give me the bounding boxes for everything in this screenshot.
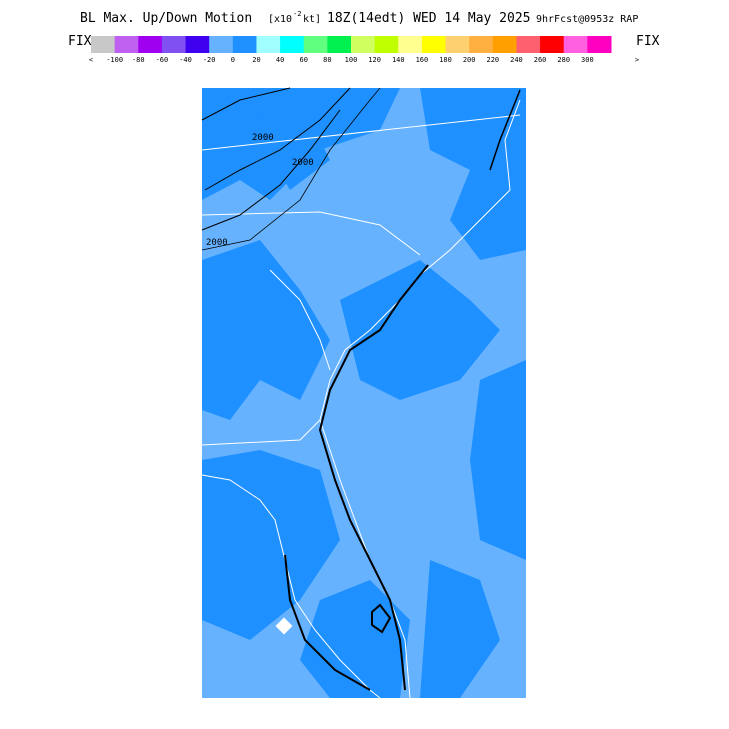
contours — [201, 87, 521, 691]
legend-swatch — [161, 36, 187, 53]
legend-left: FIX — [68, 34, 92, 49]
legend-swatch — [398, 36, 423, 53]
legend-swatch — [540, 36, 565, 53]
legend-swatch — [138, 36, 163, 53]
legend-label: 260 — [534, 56, 547, 64]
legend-label: -60 — [156, 56, 169, 64]
legend-swatch — [445, 36, 470, 53]
legend-label: -80 — [132, 56, 145, 64]
legend-swatch — [563, 36, 588, 53]
legend-label: < — [89, 56, 93, 64]
legend-label: 120 — [368, 56, 381, 64]
legend-right: FIX — [636, 34, 660, 49]
unit: kt] — [303, 14, 321, 25]
legend-swatch — [421, 36, 447, 53]
contour-label: 2000 — [206, 238, 228, 248]
legend-swatch — [91, 36, 116, 53]
legend-swatch — [374, 36, 399, 53]
legend-swatch — [587, 36, 612, 53]
legend-label: 160 — [416, 56, 429, 64]
legend-label: 180 — [439, 56, 452, 64]
map: 2000 2000 2000 — [201, 87, 526, 699]
legend-swatch — [469, 36, 494, 53]
legend-label: 140 — [392, 56, 405, 64]
legend-swatch — [114, 36, 139, 53]
legend-label: 40 — [276, 56, 284, 64]
legend-swatch — [516, 36, 541, 53]
legend-label: 240 — [510, 56, 523, 64]
unit-exponent: -2 — [293, 10, 301, 18]
legend-label: > — [635, 56, 639, 64]
legend-swatch — [280, 36, 305, 53]
legend-swatch — [232, 36, 257, 53]
legend-label: 200 — [463, 56, 476, 64]
legend-swatch — [303, 36, 328, 53]
legend-label: 220 — [486, 56, 499, 64]
legend-label: 0 — [231, 56, 235, 64]
legend-swatch — [327, 36, 352, 53]
legend-label: -40 — [179, 56, 192, 64]
unit: [x10 — [268, 14, 292, 25]
legend-label: 100 — [345, 56, 358, 64]
legend-label: -100 — [106, 56, 123, 64]
legend-swatch — [185, 36, 210, 53]
legend-label: -20 — [203, 56, 216, 64]
contour-label: 2000 — [292, 158, 314, 168]
legend-swatch — [351, 36, 376, 53]
contour-labels: 2000 2000 2000 — [206, 133, 314, 248]
marker — [275, 617, 293, 635]
forecast: 9hrFcst@0953z RAP — [536, 14, 638, 25]
title: BL Max. Up/Down Motion — [80, 11, 252, 26]
header: BL Max. Up/Down Motion [x10 -2 kt] 18Z(1… — [80, 10, 638, 26]
legend-label: 300 — [581, 56, 594, 64]
legend: < -100 -80 -60 -40 -20 0 20 40 60 80 100 120 140 160 18… — [89, 36, 639, 64]
legend-label: 80 — [323, 56, 331, 64]
legend-swatch — [256, 36, 281, 53]
legend-label: 280 — [557, 56, 570, 64]
legend-label: 60 — [300, 56, 308, 64]
contour-label: 2000 — [252, 133, 274, 143]
valid-time: 18Z(14edt) WED 14 May 2025 — [327, 11, 531, 26]
legend-label: 20 — [252, 56, 260, 64]
legend-swatch — [492, 36, 517, 53]
legend-swatch — [209, 36, 234, 53]
